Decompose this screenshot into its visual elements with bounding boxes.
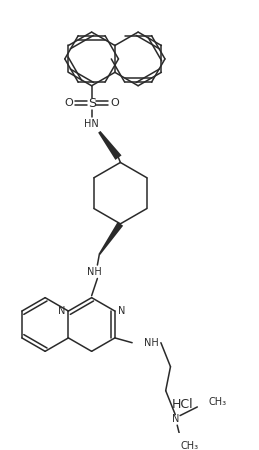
Text: N: N (118, 306, 125, 316)
Polygon shape (98, 222, 123, 255)
Text: HCl: HCl (172, 397, 193, 410)
Text: CH₃: CH₃ (180, 441, 198, 450)
Text: N: N (58, 306, 66, 316)
Text: NH: NH (144, 338, 159, 348)
Text: CH₃: CH₃ (209, 397, 227, 407)
Polygon shape (98, 131, 121, 160)
Text: O: O (64, 98, 73, 108)
Text: O: O (110, 98, 119, 108)
Text: N: N (172, 414, 179, 424)
Text: NH: NH (87, 267, 102, 277)
Text: S: S (88, 96, 96, 109)
Text: HN: HN (84, 119, 99, 129)
